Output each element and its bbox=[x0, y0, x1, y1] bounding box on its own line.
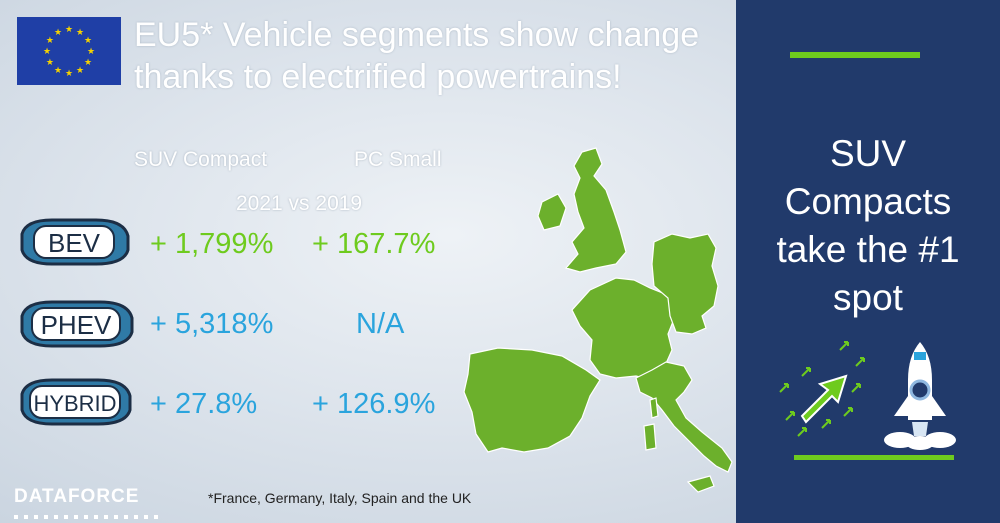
corsica-shape bbox=[649, 397, 659, 419]
phev-label: PHEV bbox=[41, 310, 112, 340]
dataforce-logo: DATAFORCE bbox=[14, 486, 140, 507]
flag-star-icon: ★ bbox=[87, 46, 95, 56]
bev-car-badge: BEV bbox=[12, 214, 134, 275]
flag-star-icon: ★ bbox=[76, 27, 84, 37]
page-title: EU5* Vehicle segments show change thanks… bbox=[134, 14, 744, 98]
phev-car-badge: PHEV bbox=[12, 296, 138, 357]
flag-star-icon: ★ bbox=[54, 65, 62, 75]
panel-icons bbox=[776, 340, 976, 455]
panel-line-3: take the #1 bbox=[776, 229, 960, 270]
panel-line-2: Compacts bbox=[784, 181, 952, 222]
highlight-panel: SUV Compacts take the #1 spot bbox=[736, 0, 1000, 523]
flag-star-icon: ★ bbox=[84, 57, 92, 67]
hybrid-label: HYBRID bbox=[33, 391, 116, 416]
growth-arrow-icon bbox=[779, 341, 865, 437]
hybrid-suv-compact-value: + 27.8% bbox=[150, 388, 258, 420]
europe-map-icon bbox=[440, 130, 740, 523]
bev-pc-small-value: + 167.7% bbox=[312, 228, 436, 260]
bev-label: BEV bbox=[48, 228, 101, 258]
comparison-label: 2021 vs 2019 bbox=[236, 192, 363, 215]
phev-suv-compact-value: + 5,318% bbox=[150, 308, 274, 340]
eu-flag-icon: ★ ★ ★ ★ ★ ★ ★ ★ ★ ★ ★ ★ bbox=[17, 17, 121, 85]
panel-line-4: spot bbox=[833, 277, 903, 318]
flag-star-icon: ★ bbox=[43, 46, 51, 56]
flag-star-icon: ★ bbox=[54, 27, 62, 37]
logo-dots-decoration bbox=[14, 508, 174, 523]
spain-shape bbox=[463, 347, 601, 453]
sicily-shape bbox=[686, 475, 715, 493]
hybrid-pc-small-value: + 126.9% bbox=[312, 388, 436, 420]
flag-star-icon: ★ bbox=[76, 65, 84, 75]
column-header-suv-compact: SUV Compact bbox=[134, 148, 268, 171]
flag-star-icon: ★ bbox=[65, 24, 73, 34]
phev-pc-small-value: N/A bbox=[356, 308, 405, 340]
panel-message: SUV Compacts take the #1 spot bbox=[736, 130, 1000, 322]
column-header-pc-small: PC Small bbox=[354, 148, 442, 171]
hybrid-car-badge: HYBRID bbox=[12, 374, 136, 435]
flag-star-icon: ★ bbox=[46, 57, 54, 67]
ireland-shape bbox=[537, 193, 567, 231]
sardinia-shape bbox=[643, 423, 657, 451]
rocket-icon bbox=[884, 342, 956, 450]
title-line-1: EU5* Vehicle segments show change bbox=[134, 16, 700, 54]
uk-shape bbox=[564, 147, 627, 273]
flag-star-icon: ★ bbox=[84, 35, 92, 45]
italy-shape bbox=[635, 361, 733, 473]
flag-star-icon: ★ bbox=[46, 35, 54, 45]
panel-top-bar bbox=[790, 52, 920, 58]
panel-bottom-bar bbox=[794, 455, 954, 460]
flag-star-icon: ★ bbox=[65, 68, 73, 78]
germany-shape bbox=[651, 233, 719, 335]
footnote: *France, Germany, Italy, Spain and the U… bbox=[208, 490, 472, 506]
bev-suv-compact-value: + 1,799% bbox=[150, 228, 274, 260]
title-line-2: thanks to electrified powertrains! bbox=[134, 58, 622, 96]
panel-line-1: SUV bbox=[829, 133, 907, 174]
